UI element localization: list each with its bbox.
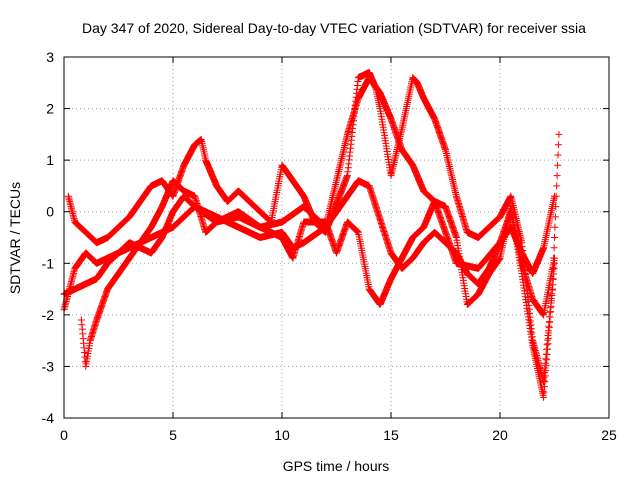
x-tick-label: 0 xyxy=(60,427,68,443)
y-tick-label: -3 xyxy=(42,358,55,374)
x-tick-label: 5 xyxy=(169,427,177,443)
plot-frame xyxy=(63,56,610,419)
series-track-d xyxy=(60,177,558,319)
series-markers xyxy=(60,177,558,319)
y-tick-label: -2 xyxy=(42,307,55,323)
y-tick-label: -1 xyxy=(42,255,55,271)
series-markers xyxy=(77,177,558,401)
y-tick-label: 2 xyxy=(46,101,54,117)
y-tick-label: -4 xyxy=(42,410,55,426)
series-track-b xyxy=(64,69,563,386)
x-tick-label: 10 xyxy=(274,427,290,443)
series-track-c xyxy=(77,177,558,401)
series-markers xyxy=(64,69,563,386)
x-tick-label: 15 xyxy=(383,427,399,443)
axis-ticks: 0 5 10 15 20 25 -4 -3 -2 -1 0 1 2 3 xyxy=(42,49,617,443)
x-axis-label: GPS time / hours xyxy=(283,458,390,474)
chart-title: Day 347 of 2020, Sidereal Day-to-day VTE… xyxy=(82,20,586,36)
data-markers xyxy=(60,69,563,401)
y-tick-label: 0 xyxy=(46,204,54,220)
x-tick-label: 25 xyxy=(601,427,617,443)
x-tick-label: 20 xyxy=(492,427,508,443)
y-tick-label: 3 xyxy=(46,49,54,65)
y-tick-label: 1 xyxy=(46,152,54,168)
y-axis-label: SDTVAR / TECUs xyxy=(7,182,23,294)
